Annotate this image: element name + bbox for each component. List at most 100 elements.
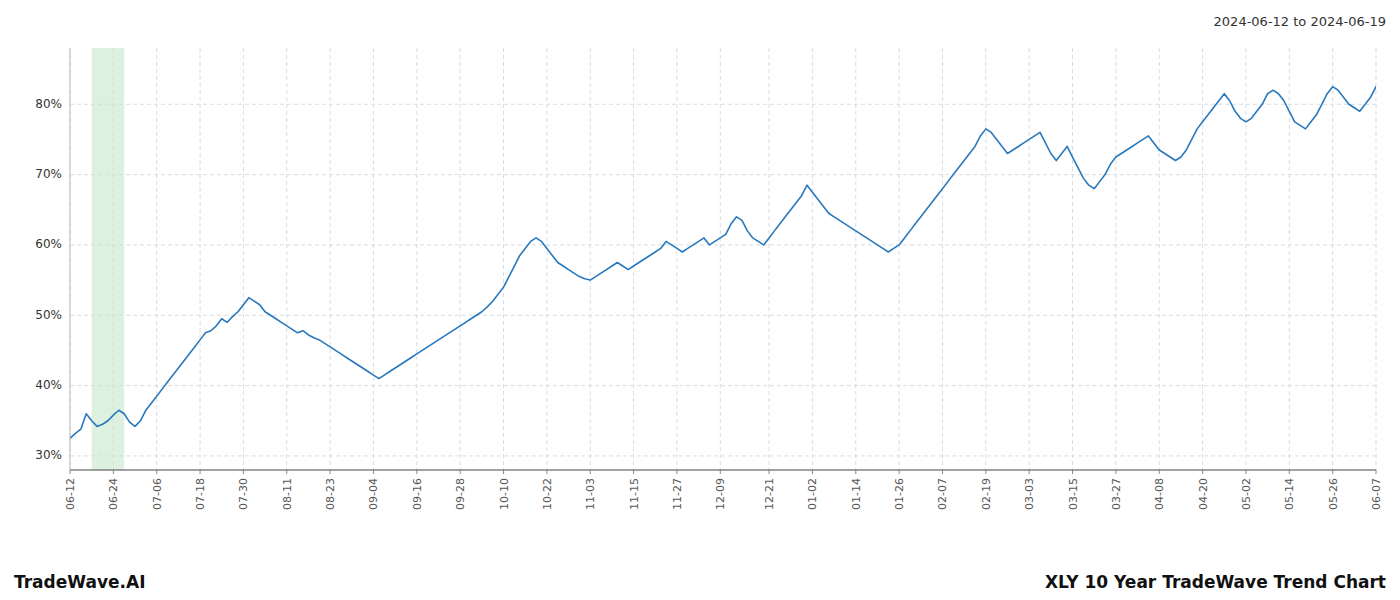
x-tick [200,470,201,474]
x-grid-line [330,48,331,470]
y-grid-line [70,385,1376,386]
x-tick [985,470,986,474]
x-tick-label: 09-04 [367,478,380,510]
x-tick-label: 02-19 [980,478,993,510]
x-tick-label: 10-22 [541,478,554,510]
x-grid-line [1029,48,1030,470]
x-grid-line [460,48,461,470]
x-tick-label: 04-20 [1197,478,1210,510]
page: {"chart_data": { "type": "line", "title"… [0,0,1400,600]
axes: 30%40%50%60%70%80%06-1206-2407-0607-1807… [35,48,1383,510]
x-tick-label: 03-15 [1067,478,1080,510]
x-tick-label: 10-10 [498,478,511,510]
x-tick [1029,470,1030,474]
y-grid-line [70,174,1376,175]
x-tick [330,470,331,474]
x-grid-line [200,48,201,470]
x-grid-line [720,48,721,470]
x-tick [503,470,504,474]
x-tick-label: 04-08 [1153,478,1166,510]
x-tick [286,470,287,474]
x-tick-label: 01-26 [893,478,906,510]
x-tick [1159,470,1160,474]
x-tick-label: 03-03 [1023,478,1036,510]
shaded-band [92,48,125,470]
x-tick [1289,470,1290,474]
x-tick [373,470,374,474]
x-tick [113,470,114,474]
x-tick-label: 11-15 [628,478,641,510]
x-tick [1245,470,1246,474]
title: XLY 10 Year TradeWave Trend Chart [1045,572,1386,592]
x-tick-label: 12-09 [714,478,727,510]
x-tick [1202,470,1203,474]
x-grid-line [812,48,813,470]
chart-container: 30%40%50%60%70%80%06-1206-2407-0607-1807… [0,0,1400,600]
x-tick-label: 08-23 [324,478,337,510]
x-grid-line [769,48,770,470]
x-grid-line [590,48,591,470]
x-tick-label: 06-07 [1370,478,1383,510]
x-grid-line [286,48,287,470]
x-tick [1072,470,1073,474]
x-tick-label: 06-24 [107,478,120,510]
x-grid-line [855,48,856,470]
x-tick [855,470,856,474]
x-tick-label: 02-07 [936,478,949,510]
y-tick-label: 30% [35,448,62,462]
y-axis-line [70,48,71,470]
x-tick [676,470,677,474]
x-tick [899,470,900,474]
x-tick-label: 03-27 [1110,478,1123,510]
x-grid-line [156,48,157,470]
x-tick-label: 11-27 [671,478,684,510]
x-tick [243,470,244,474]
y-grid-line [70,244,1376,245]
grid [70,48,1376,470]
x-axis-line [70,470,1376,471]
x-tick-label: 09-28 [454,478,467,510]
y-grid-line [70,315,1376,316]
x-tick-label: 01-14 [850,478,863,510]
x-grid-line [243,48,244,470]
x-grid-line [1115,48,1116,470]
x-tick [720,470,721,474]
x-tick [416,470,417,474]
x-grid-line [70,48,71,470]
x-tick [70,470,71,474]
x-tick [1115,470,1116,474]
x-grid-line [1245,48,1246,470]
y-tick-label: 80% [35,97,62,111]
x-grid-line [1376,48,1377,470]
y-tick-label: 40% [35,378,62,392]
x-tick-label: 12-21 [763,478,776,510]
x-grid-line [899,48,900,470]
y-tick-label: 70% [35,167,62,181]
chart-svg: 30%40%50%60%70%80%06-1206-2407-0607-1807… [0,0,1400,600]
x-tick-label: 08-11 [281,478,294,510]
x-tick-label: 06-12 [64,478,77,510]
x-grid-line [1159,48,1160,470]
x-tick-label: 05-26 [1327,478,1340,510]
plot-area [70,48,1376,470]
x-grid-line [546,48,547,470]
x-grid-line [1072,48,1073,470]
x-grid-line [985,48,986,470]
x-tick [1332,470,1333,474]
x-tick-label: 05-14 [1283,478,1296,510]
trend-line [70,87,1376,439]
x-tick [942,470,943,474]
x-grid-line [942,48,943,470]
x-grid-line [503,48,504,470]
y-grid-line [70,104,1376,105]
x-grid-line [1332,48,1333,470]
x-tick-label: 05-02 [1240,478,1253,510]
annotation: TradeWave.AI [14,572,145,592]
x-tick [1376,470,1377,474]
x-tick-label: 07-06 [151,478,164,510]
y-tick-label: 60% [35,237,62,251]
x-tick [460,470,461,474]
x-grid-line [676,48,677,470]
x-tick-label: 07-18 [194,478,207,510]
x-tick [633,470,634,474]
